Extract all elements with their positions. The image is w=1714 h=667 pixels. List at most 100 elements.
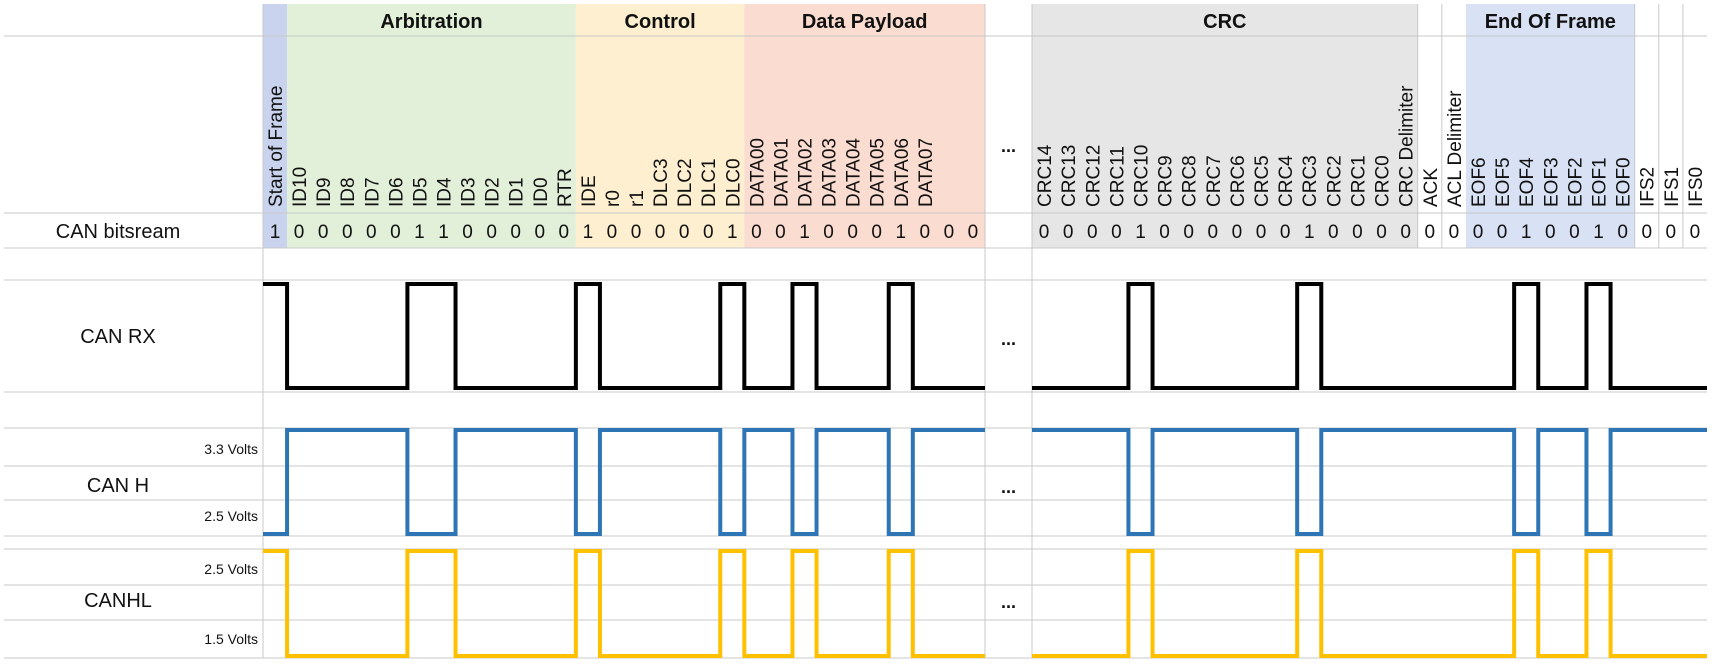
- can-rx-waveform: [1032, 282, 1707, 390]
- bit-label: CRC6: [1228, 155, 1249, 207]
- bit-value: 1: [1135, 222, 1146, 243]
- bit-value: 0: [1641, 222, 1652, 243]
- bit-value: 1: [799, 222, 810, 243]
- section-bg-ifs: [1634, 4, 1707, 248]
- bit-label: DATA02: [796, 138, 817, 207]
- bit-value: 1: [414, 222, 425, 243]
- bit-label: RTR: [555, 168, 576, 207]
- section-bg-data: [744, 4, 985, 248]
- bit-label: IFS0: [1686, 167, 1707, 207]
- bit-label: ID9: [314, 177, 335, 207]
- can-h-waveform: [263, 428, 985, 536]
- bit-label: ID10: [290, 167, 311, 207]
- bit-label: CRC5: [1252, 155, 1273, 207]
- bit-label: ID2: [483, 177, 504, 207]
- bit-value: 0: [534, 222, 545, 243]
- bit-label: CRC0: [1373, 155, 1394, 207]
- bit-labels: Start of Frame ID10 ID9 ID8 ID7 ID6 ID5 ID4 ID3 I…: [266, 85, 1707, 207]
- bit-value: 0: [823, 222, 834, 243]
- bit-value: 0: [703, 222, 714, 243]
- bit-value: 0: [1063, 222, 1074, 243]
- bit-label: EOF5: [1493, 157, 1514, 207]
- bit-value: 0: [944, 222, 955, 243]
- bit-label: IFS2: [1638, 167, 1659, 207]
- section-title-ctl: Control: [625, 11, 696, 33]
- bit-label: CRC1: [1348, 155, 1369, 207]
- bit-value: 0: [1183, 222, 1194, 243]
- bit-value: 0: [1424, 222, 1435, 243]
- bit-value: 0: [366, 222, 377, 243]
- bit-value: 0: [1039, 222, 1050, 243]
- bit-label: r1: [627, 190, 648, 207]
- bit-value: 1: [583, 222, 594, 243]
- section-title-data: Data Payload: [802, 11, 928, 33]
- bit-label: ACL Delimiter: [1445, 90, 1466, 207]
- bit-value: 0: [655, 222, 666, 243]
- bit-value: 0: [920, 222, 931, 243]
- bit-label: ID3: [459, 177, 480, 207]
- can-l-label: CANHL: [84, 590, 152, 612]
- bit-label: IFS1: [1662, 167, 1683, 207]
- bit-label: DATA04: [844, 138, 865, 207]
- bit-value: 0: [559, 222, 570, 243]
- bit-value: 0: [1497, 222, 1508, 243]
- bit-label: DATA01: [771, 138, 792, 207]
- bit-label: DATA06: [892, 138, 913, 207]
- bit-value: 0: [1328, 222, 1339, 243]
- bit-label: Start of Frame: [266, 86, 287, 207]
- bit-value: 0: [1569, 222, 1580, 243]
- bit-label: EOF0: [1614, 157, 1635, 207]
- section-bg-ctl: [575, 4, 745, 248]
- bit-value: 0: [775, 222, 786, 243]
- section-bg-sof: [263, 4, 288, 248]
- bit-label: ID7: [362, 177, 383, 207]
- bit-value: 0: [1159, 222, 1170, 243]
- bit-label: EOF6: [1469, 157, 1490, 207]
- bit-label: CRC8: [1180, 155, 1201, 207]
- ellipsis-marks: ............: [1001, 136, 1016, 612]
- bit-label: CRC2: [1324, 155, 1345, 207]
- section-headers: Arbitration Control Data Payload CRC End Of …: [380, 11, 1616, 33]
- bit-value: 1: [1304, 222, 1315, 243]
- bit-value: 0: [486, 222, 497, 243]
- bit-label: ID8: [338, 177, 359, 207]
- bit-value: 0: [342, 222, 353, 243]
- bit-value: 1: [270, 222, 281, 243]
- bit-label: CRC14: [1035, 144, 1056, 207]
- bit-value: 1: [438, 222, 449, 243]
- bit-label: DLC3: [651, 158, 672, 207]
- bit-value: 1: [895, 222, 906, 243]
- bit-value: 0: [1352, 222, 1363, 243]
- bit-label: CRC9: [1156, 155, 1177, 207]
- bit-label: ACK: [1421, 168, 1442, 207]
- bit-label: CRC4: [1276, 155, 1297, 207]
- ellipsis-mark: ...: [1001, 329, 1016, 349]
- section-backgrounds: [263, 4, 1707, 248]
- bit-value: 0: [390, 222, 401, 243]
- bit-label: ID0: [531, 177, 552, 207]
- bit-label: DLC0: [723, 158, 744, 207]
- bit-value: 0: [1280, 222, 1291, 243]
- bit-label: CRC13: [1059, 145, 1080, 207]
- section-title-eof: End Of Frame: [1485, 11, 1616, 33]
- bit-value: 0: [1690, 222, 1701, 243]
- bit-value: 0: [1208, 222, 1219, 243]
- waveforms: [263, 282, 1707, 658]
- bit-label: DLC1: [699, 158, 720, 207]
- can-h-label: CAN H: [87, 475, 149, 497]
- bit-label: ID1: [507, 177, 528, 207]
- can-l-waveform: [1032, 549, 1707, 658]
- bit-label: ID4: [435, 177, 456, 207]
- bit-label: CRC12: [1083, 145, 1104, 207]
- bit-label: DLC2: [675, 158, 696, 207]
- can-l-high-voltage-label: 2.5 Volts: [204, 561, 258, 577]
- bit-label: CRC11: [1107, 146, 1128, 207]
- can-l-waveform: [263, 549, 985, 658]
- bit-value: 0: [1473, 222, 1484, 243]
- can-l-low-voltage-label: 1.5 Volts: [204, 631, 258, 647]
- bit-value: 0: [607, 222, 618, 243]
- bit-label: DATA07: [916, 138, 937, 207]
- bit-value: 0: [1449, 222, 1460, 243]
